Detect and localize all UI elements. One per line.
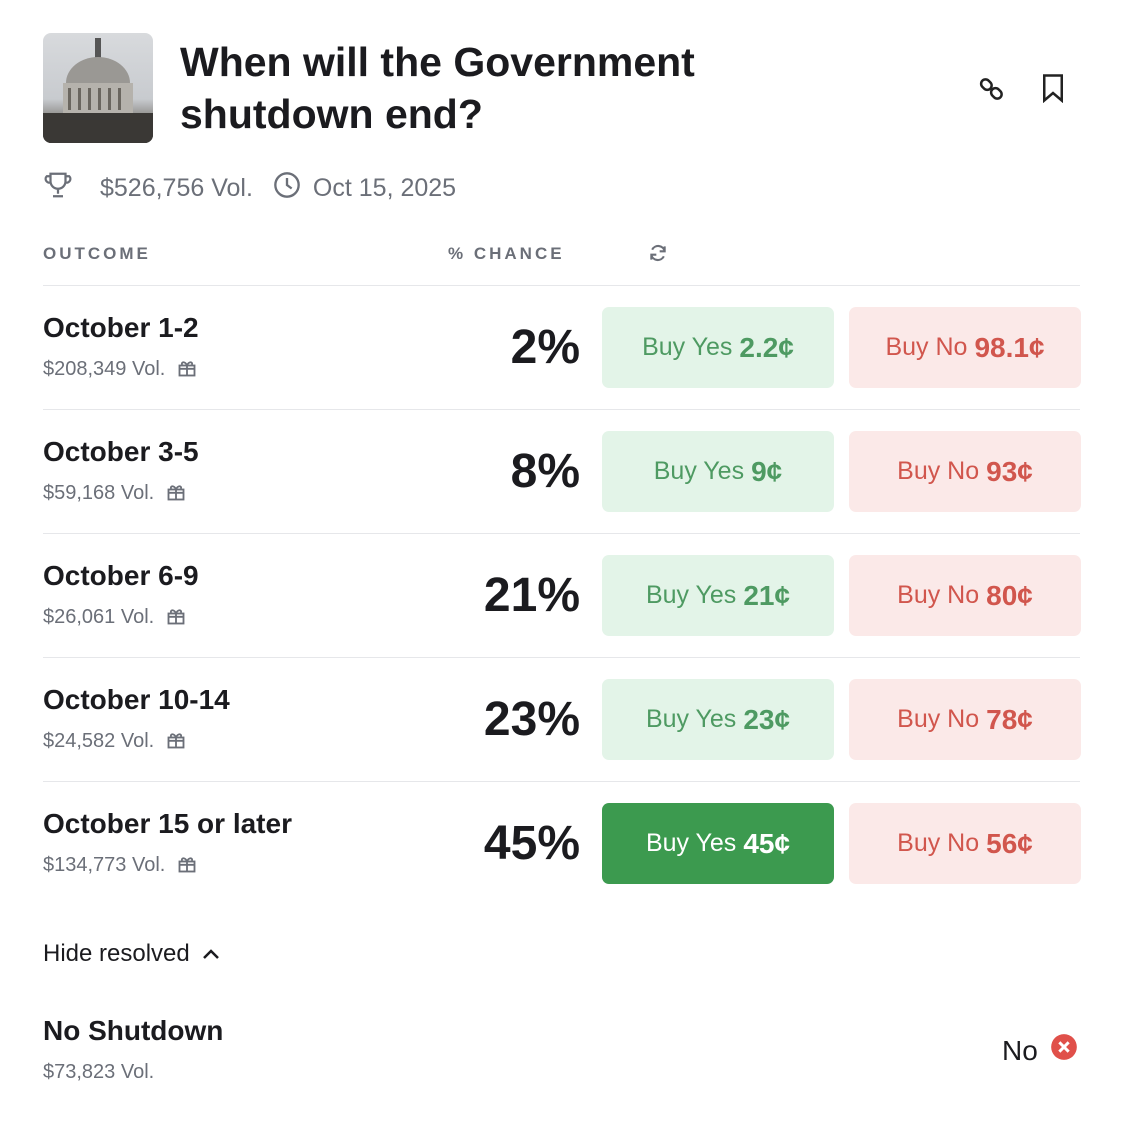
x-circle-icon xyxy=(1050,1033,1078,1068)
outcome-chance: 8% xyxy=(510,445,580,498)
resolved-name: No Shutdown xyxy=(43,1015,224,1046)
outcome-chance: 23% xyxy=(483,693,580,746)
buy-yes-button[interactable]: Buy Yes 9¢ xyxy=(602,431,834,512)
resolved-volume: $73,823 Vol. xyxy=(43,1061,155,1083)
outcome-name: October 15 or later xyxy=(43,808,292,839)
outcome-name: October 1-2 xyxy=(43,312,199,343)
outcome-chance: 2% xyxy=(510,321,580,374)
outcome-header: OUTCOME xyxy=(43,244,151,263)
gift-icon xyxy=(177,358,197,384)
trophy-icon xyxy=(43,170,73,207)
hide-resolved-label: Hide resolved xyxy=(43,940,190,967)
buy-no-button[interactable]: Buy No 98.1¢ xyxy=(849,307,1081,388)
outcome-chance: 45% xyxy=(483,817,580,870)
outcome-name: October 3-5 xyxy=(43,436,199,467)
buy-yes-button[interactable]: Buy Yes 23¢ xyxy=(602,679,834,760)
outcome-chance: 21% xyxy=(483,569,580,622)
outcome-name: October 6-9 xyxy=(43,560,199,591)
buy-no-button[interactable]: Buy No 78¢ xyxy=(849,679,1081,760)
buy-yes-button[interactable]: Buy Yes 2.2¢ xyxy=(602,307,834,388)
total-volume: $526,756 Vol. xyxy=(100,174,253,202)
bookmark-icon[interactable] xyxy=(1040,73,1066,108)
outcome-name: October 10-14 xyxy=(43,684,230,715)
outcome-row: October 1-2 $208,349 Vol. 2% Buy Yes 2.2¢… xyxy=(43,285,1081,409)
buy-no-button[interactable]: Buy No 93¢ xyxy=(849,431,1081,512)
outcome-volume: $24,582 Vol. xyxy=(43,730,186,756)
gift-icon xyxy=(166,606,186,632)
outcome-volume: $59,168 Vol. xyxy=(43,482,186,508)
outcome-volume: $134,773 Vol. xyxy=(43,854,197,880)
outcome-volume: $208,349 Vol. xyxy=(43,358,197,384)
market-image xyxy=(43,33,153,143)
gift-icon xyxy=(166,482,186,508)
buy-no-button[interactable]: Buy No 56¢ xyxy=(849,803,1081,884)
chance-header: % CHANCE xyxy=(448,244,565,263)
end-date: Oct 15, 2025 xyxy=(312,174,457,202)
refresh-icon[interactable] xyxy=(648,243,668,268)
chevron-up-icon xyxy=(202,940,220,968)
clock-icon xyxy=(273,171,301,206)
outcome-row: October 3-5 $59,168 Vol. 8% Buy Yes 9¢ Bu… xyxy=(43,409,1081,533)
market-title: When will the Government shutdown end? xyxy=(180,39,695,137)
buy-no-button[interactable]: Buy No 80¢ xyxy=(849,555,1081,636)
outcome-row: October 10-14 $24,582 Vol. 23% Buy Yes 23… xyxy=(43,657,1081,781)
outcome-row: October 6-9 $26,061 Vol. 21% Buy Yes 21¢ … xyxy=(43,533,1081,657)
outcome-row: October 15 or later $134,773 Vol. 45% Bu… xyxy=(43,781,1081,905)
buy-yes-button[interactable]: Buy Yes 45¢ xyxy=(602,803,834,884)
resolved-result: No xyxy=(1002,1034,1038,1066)
gift-icon xyxy=(177,854,197,880)
hide-resolved-toggle[interactable]: Hide resolved xyxy=(43,940,220,968)
buy-yes-button[interactable]: Buy Yes 21¢ xyxy=(602,555,834,636)
link-icon[interactable] xyxy=(977,74,1007,109)
gift-icon xyxy=(166,730,186,756)
outcome-volume: $26,061 Vol. xyxy=(43,606,186,632)
